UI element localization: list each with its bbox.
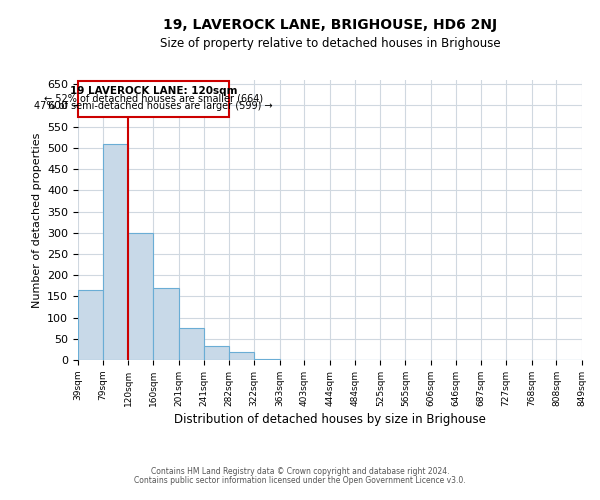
Text: Contains public sector information licensed under the Open Government Licence v3: Contains public sector information licen… (134, 476, 466, 485)
Bar (179, 328, 203, 360)
Bar (254, 358, 280, 360)
Text: Contains HM Land Registry data © Crown copyright and database right 2024.: Contains HM Land Registry data © Crown c… (151, 467, 449, 476)
Bar (203, 346, 229, 360)
Text: 47% of semi-detached houses are larger (599) →: 47% of semi-detached houses are larger (… (34, 101, 273, 111)
Bar (103, 144, 128, 360)
Y-axis label: Number of detached properties: Number of detached properties (32, 132, 41, 308)
FancyBboxPatch shape (78, 81, 229, 117)
Text: 19 LAVEROCK LANE: 120sqm: 19 LAVEROCK LANE: 120sqm (70, 86, 238, 96)
Text: ← 52% of detached houses are smaller (664): ← 52% of detached houses are smaller (66… (44, 94, 263, 104)
Text: Size of property relative to detached houses in Brighouse: Size of property relative to detached ho… (160, 38, 500, 51)
Text: 19, LAVEROCK LANE, BRIGHOUSE, HD6 2NJ: 19, LAVEROCK LANE, BRIGHOUSE, HD6 2NJ (163, 18, 497, 32)
Bar (78, 290, 103, 360)
X-axis label: Distribution of detached houses by size in Brighouse: Distribution of detached houses by size … (174, 413, 486, 426)
Bar (153, 288, 179, 360)
Bar (229, 352, 254, 360)
Bar (128, 232, 153, 360)
